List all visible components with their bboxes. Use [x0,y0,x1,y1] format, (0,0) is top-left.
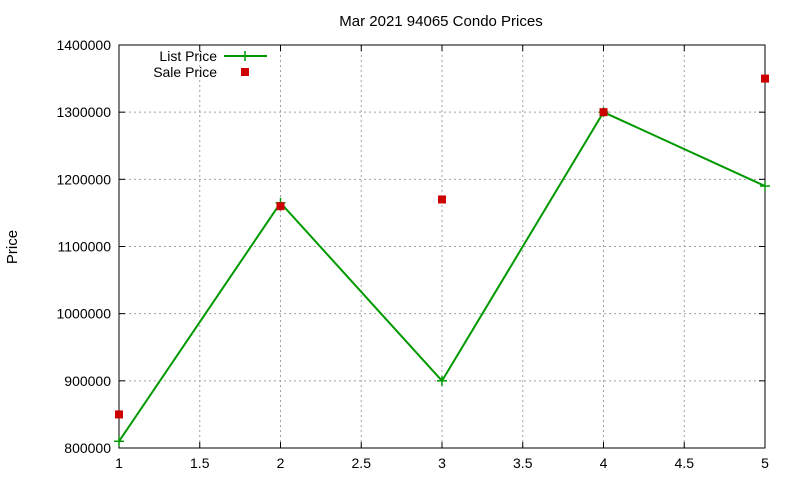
x-tick-label: 4 [600,455,608,471]
x-tick-label: 3 [438,455,446,471]
legend-cross-swatch [240,51,250,61]
grid [119,45,765,448]
sale-price-point [599,108,608,117]
y-tick-label: 800000 [64,440,111,456]
y-tick-label: 900000 [64,373,111,389]
x-tick-label: 1 [115,455,123,471]
x-tick-label: 2 [277,455,285,471]
sale-price-point [438,195,446,204]
list-price-point [760,181,770,192]
sale-price-point [276,202,285,211]
list-price-point [437,375,447,386]
legend-label: Sale Price [153,64,217,80]
y-axis-label: Price [4,230,21,264]
x-tick-label: 1.5 [190,455,210,471]
y-tick-label: 1300000 [56,104,111,120]
y-tick-label: 1200000 [56,171,111,187]
chart-title: Mar 2021 94065 Condo Prices [339,13,542,30]
legend-square-swatch [241,68,249,76]
y-tick-label: 1100000 [58,239,112,255]
x-tick-label: 4.5 [675,455,695,471]
series [114,74,770,447]
sale-price-point [761,74,769,83]
axis-ticks: 1 1.5 2 2.5 3 3.5 4 4.5 5 800000 900000 1000000 1100… [56,37,769,471]
x-tick-label: 3.5 [513,455,533,471]
x-tick-label: 2.5 [352,455,372,471]
y-tick-label: 1000000 [56,306,111,322]
x-tick-label: 5 [761,455,769,471]
legend-label: List Price [159,48,217,64]
plot-frame [118,44,766,449]
list-price-point [114,436,124,447]
sale-price-point [115,410,123,419]
y-tick-label: 1400000 [56,37,111,53]
